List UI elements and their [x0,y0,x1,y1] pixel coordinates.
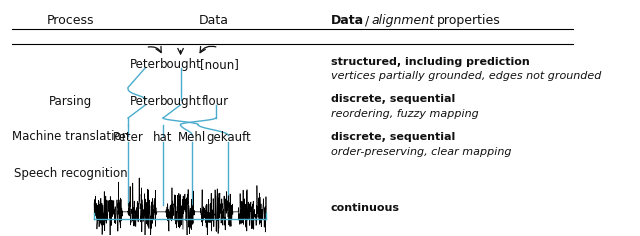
Text: [noun]: [noun] [200,58,239,71]
Text: vertices partially grounded, edges not grounded: vertices partially grounded, edges not g… [331,71,601,81]
Text: Speech recognition: Speech recognition [14,167,127,180]
Text: discrete, sequential: discrete, sequential [331,94,455,104]
Text: Peter: Peter [113,131,143,144]
Text: alignment: alignment [372,14,435,27]
Text: Data: Data [331,14,364,27]
Text: hat: hat [154,131,173,144]
Text: /: / [365,14,369,27]
Text: Mehl: Mehl [178,131,206,144]
Text: continuous: continuous [331,203,399,213]
Text: reordering, fuzzy mapping: reordering, fuzzy mapping [331,109,479,119]
Text: bought: bought [159,58,202,71]
Text: flour: flour [202,95,229,108]
Text: structured, including prediction: structured, including prediction [331,57,529,67]
Text: order-preserving, clear mapping: order-preserving, clear mapping [331,147,511,157]
Text: Data: Data [199,14,229,27]
Text: bought: bought [159,95,202,108]
Text: discrete, sequential: discrete, sequential [331,132,455,142]
Text: gekauft: gekauft [206,131,251,144]
Text: Process: Process [47,14,95,27]
Text: properties: properties [437,14,500,27]
Text: Machine translation: Machine translation [12,130,129,143]
Text: Peter: Peter [130,95,161,108]
Text: Peter: Peter [130,58,161,71]
Text: Parsing: Parsing [49,95,92,108]
